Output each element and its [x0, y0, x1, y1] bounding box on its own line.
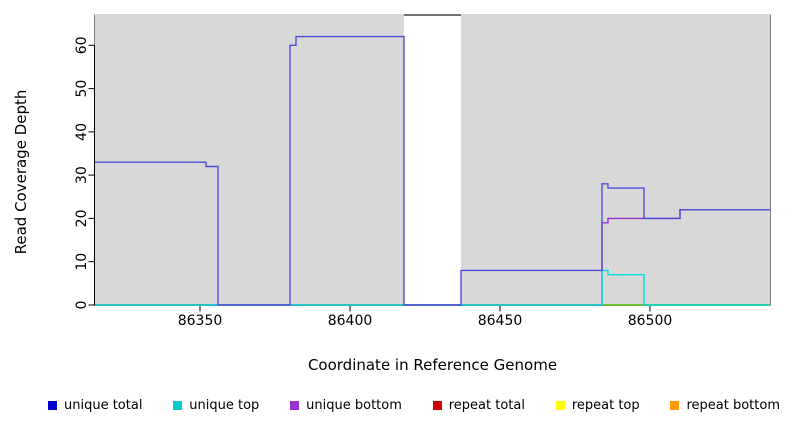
- legend-swatch: [173, 401, 183, 410]
- legend-label: repeat total: [448, 398, 525, 413]
- x-tick-label: 86450: [478, 313, 523, 329]
- legend-item-repeat-bottom: repeat bottom: [670, 398, 780, 413]
- legend-label: repeat bottom: [686, 398, 780, 413]
- background-band: [95, 14, 404, 306]
- y-tick-label: 20: [74, 209, 90, 227]
- legend-label: unique top: [189, 398, 260, 413]
- x-tick-label: 86350: [178, 313, 223, 329]
- background-band: [461, 14, 770, 306]
- y-tick-label: 10: [74, 253, 90, 271]
- legend-label: unique bottom: [306, 398, 402, 413]
- y-tick-label: 60: [74, 36, 90, 54]
- legend-item-unique-total: unique total: [48, 398, 142, 413]
- legend: unique total unique top unique bottom repea…: [0, 398, 792, 413]
- legend-swatch: [48, 401, 57, 410]
- series-line-unique-total: [95, 35, 770, 306]
- legend-swatch: [290, 401, 300, 410]
- legend-item-repeat-top: repeat top: [555, 398, 640, 413]
- x-axis-title: Coordinate in Reference Genome: [307, 356, 558, 374]
- y-tick-label: 30: [74, 166, 90, 184]
- legend-label: unique total: [64, 398, 143, 413]
- y-axis-title: Read Coverage Depth: [12, 89, 30, 255]
- x-tick-label: 86400: [328, 313, 373, 329]
- legend-swatch: [432, 401, 442, 410]
- legend-item-unique-bottom: unique bottom: [290, 398, 402, 413]
- legend-label: repeat top: [571, 398, 640, 413]
- series-line-unique-top: [95, 269, 770, 306]
- x-tick-label: 86500: [628, 313, 673, 329]
- y-tick-label: 40: [74, 123, 90, 141]
- legend-swatch: [670, 401, 680, 410]
- plot-area: 0 10 20 30 40 50 60 86350 86400 86450 86500: [74, 14, 771, 329]
- legend-item-repeat-total: repeat total: [432, 398, 525, 413]
- legend-swatch: [555, 401, 565, 410]
- y-tick-label: 0: [74, 301, 90, 310]
- legend-item-unique-top: unique top: [173, 398, 259, 413]
- y-tick-label: 50: [74, 80, 90, 98]
